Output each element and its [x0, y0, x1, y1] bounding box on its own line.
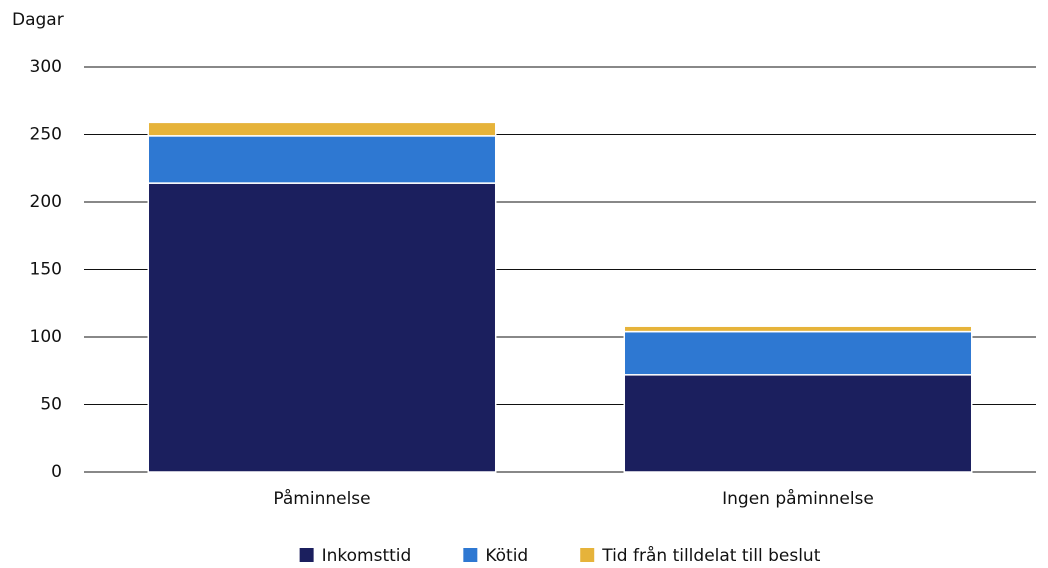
y-tick-label: 200: [30, 192, 62, 212]
y-tick-label: 150: [30, 260, 62, 280]
legend-swatch: [463, 548, 478, 562]
bar-segment: [623, 325, 973, 333]
y-tick-label: 300: [30, 57, 62, 77]
legend-swatch: [299, 548, 314, 562]
bar-segment: [147, 121, 497, 137]
legend-label: Kötid: [485, 546, 528, 566]
bar-segment: [147, 182, 497, 473]
bar-segment: [623, 330, 973, 376]
y-tick-label: 250: [30, 125, 62, 145]
bar-segment: [623, 374, 973, 473]
y-tick-label: 100: [30, 327, 62, 347]
y-tick-label: 50: [40, 395, 62, 415]
x-tick-label: Påminnelse: [273, 488, 370, 509]
y-tick-label: 0: [51, 462, 62, 482]
y-axis-label: Dagar: [12, 10, 64, 30]
x-tick-label: Ingen påminnelse: [722, 488, 874, 509]
bar-segment: [147, 135, 497, 184]
legend-swatch: [580, 548, 595, 562]
legend-label: Inkomsttid: [322, 546, 412, 566]
legend-label: Tid från tilldelat till beslut: [601, 545, 820, 566]
